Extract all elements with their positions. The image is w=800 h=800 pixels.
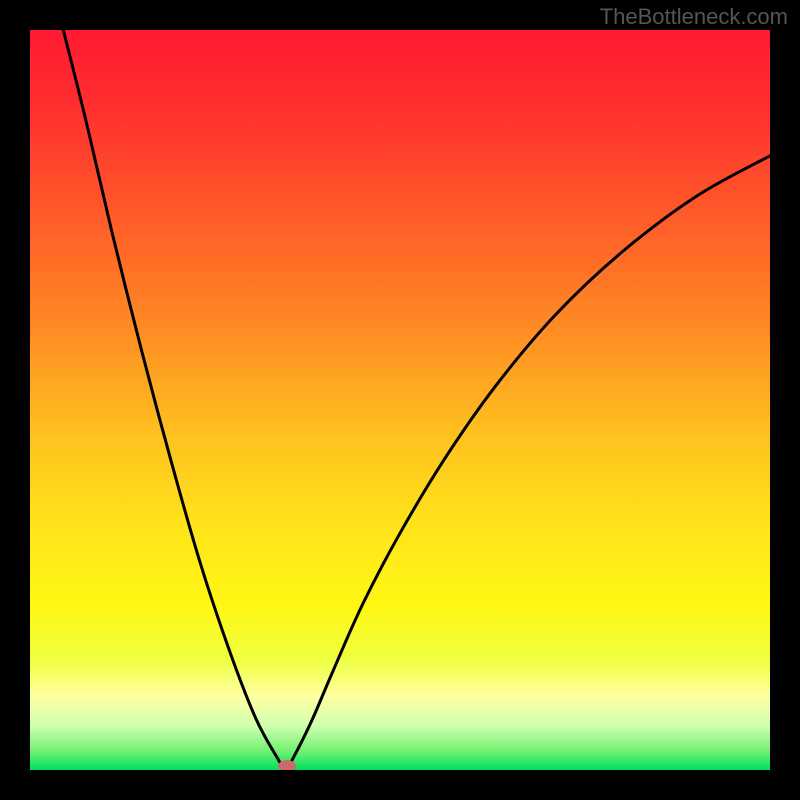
minimum-marker (278, 760, 296, 770)
watermark-text: TheBottleneck.com (600, 4, 788, 30)
curve-svg (30, 30, 770, 770)
bottleneck-curve (63, 30, 770, 770)
plot-area (30, 30, 770, 770)
